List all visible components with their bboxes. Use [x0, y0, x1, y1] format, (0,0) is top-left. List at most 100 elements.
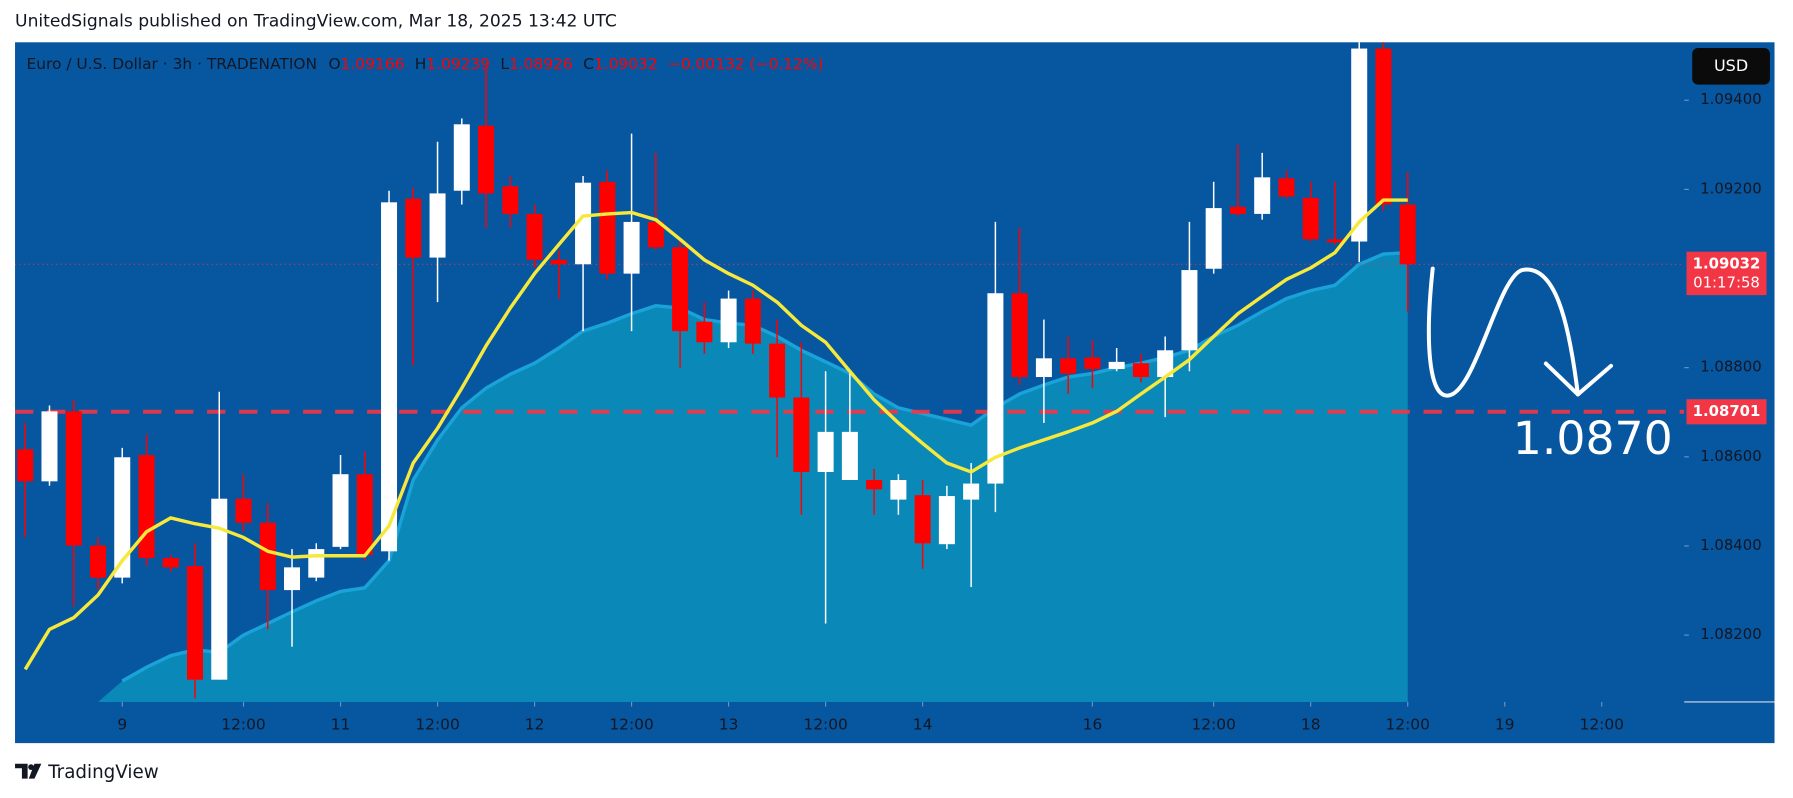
x-tick-label: 11	[331, 715, 351, 733]
candle-body	[1278, 178, 1295, 197]
x-tick-label: 16	[1083, 715, 1103, 733]
candle-body	[575, 182, 592, 265]
candle-body	[429, 193, 446, 258]
candle-body	[672, 247, 689, 332]
x-tick-label: 18	[1301, 715, 1321, 733]
price-label-box	[1686, 251, 1767, 296]
legend-value: 1.09032	[594, 55, 658, 73]
legend-symbol: Euro / U.S. Dollar · 3h · TRADENATION	[26, 55, 317, 73]
candle-body	[356, 474, 373, 555]
x-tick-label: 12	[525, 715, 545, 733]
candle-body	[1132, 363, 1149, 378]
x-tick-label: 12:00	[415, 715, 459, 733]
y-tick-label: 1.09400	[1700, 90, 1761, 108]
candle-body	[332, 474, 349, 547]
legend-label: O	[329, 55, 341, 73]
x-tick-label: 12:00	[221, 715, 265, 733]
candle-body	[502, 186, 519, 214]
candle-body	[235, 498, 252, 523]
candle-body	[1399, 204, 1416, 265]
candle-body	[405, 198, 422, 258]
candle-body	[1326, 239, 1343, 243]
logo-mark	[15, 763, 42, 779]
overlay: Euro / U.S. Dollar · 3h · TRADENATION O1.…	[26, 55, 1767, 733]
legend-value: 1.09239	[426, 55, 490, 73]
y-tick-label: 1.08200	[1700, 625, 1761, 643]
currency-label: USD	[1714, 56, 1748, 75]
x-tick-label: 14	[913, 715, 933, 733]
candle-body	[308, 549, 325, 578]
candle-body	[1375, 48, 1392, 205]
candle-body	[841, 431, 858, 480]
candle-body	[1351, 48, 1368, 242]
candle-body	[817, 431, 834, 472]
x-tick-label: 9	[117, 715, 127, 733]
candle-body	[623, 221, 640, 274]
candle-body	[769, 343, 786, 398]
currency-button[interactable]	[1692, 48, 1770, 85]
annotation-arrowhead	[1543, 361, 1614, 397]
y-tick-label: 1.09200	[1700, 179, 1761, 197]
candle-body	[1302, 197, 1319, 240]
candle-body	[599, 181, 616, 274]
candle-body	[720, 298, 737, 343]
candle-body	[211, 498, 228, 680]
legend-change: −0.00132 (−0.12%)	[668, 55, 824, 73]
candle-body	[647, 221, 664, 248]
ma-area-fill	[98, 252, 1408, 702]
x-tick-label: 12:00	[1385, 715, 1429, 733]
logo-text: TradingView	[47, 762, 159, 783]
legend-label: H	[415, 55, 427, 73]
price-label: 1.09032	[1693, 254, 1761, 272]
candle-body	[478, 125, 495, 194]
candle-body	[187, 566, 204, 680]
price-label: 1.08701	[1693, 402, 1761, 420]
candle-body	[89, 545, 106, 578]
candle-body	[114, 457, 131, 578]
legend-label: L	[500, 55, 509, 73]
y-tick-label: 1.08400	[1700, 536, 1761, 554]
candle-body	[890, 479, 907, 500]
x-tick-label: 12:00	[803, 715, 847, 733]
candle-body	[162, 557, 179, 568]
candle-body	[550, 259, 567, 265]
legend-value: 1.09166	[341, 55, 405, 73]
candle-body	[284, 567, 301, 591]
candle-body	[453, 124, 470, 191]
candle-body	[938, 496, 955, 545]
candle-body	[1205, 208, 1222, 269]
annotation-arrow	[1426, 266, 1580, 398]
candle-body	[914, 495, 931, 544]
candle-body	[963, 483, 980, 500]
candle-body	[1108, 361, 1125, 370]
candle-body	[793, 397, 810, 472]
candle-body	[987, 293, 1004, 484]
candle-body	[65, 411, 82, 546]
candle-body	[1254, 177, 1271, 214]
publisher-line: UnitedSignals published on TradingView.c…	[15, 12, 617, 32]
candle-body	[1181, 270, 1198, 351]
legend-value: 1.08926	[509, 55, 573, 73]
candle-body	[41, 411, 58, 482]
x-tick-label: 19	[1495, 715, 1515, 733]
plot-area	[15, 42, 1685, 702]
footer-logo: TradingView	[15, 762, 159, 783]
logo-dot	[28, 764, 34, 770]
candle-body	[744, 298, 761, 344]
y-tick-label: 1.08800	[1700, 358, 1761, 376]
candle-body	[866, 479, 883, 490]
candle-body	[381, 202, 398, 552]
price-label-box	[1686, 399, 1767, 425]
x-tick-label: 12:00	[609, 715, 653, 733]
x-tick-label: 12:00	[1580, 715, 1624, 733]
x-tick-label: 13	[719, 715, 739, 733]
candle-body	[1229, 206, 1246, 214]
candle-body	[696, 321, 713, 343]
candle-body	[526, 213, 543, 260]
legend: Euro / U.S. Dollar · 3h · TRADENATION O1.…	[26, 55, 823, 73]
candle-body	[1060, 358, 1077, 374]
y-tick-label: 1.08600	[1700, 447, 1761, 465]
